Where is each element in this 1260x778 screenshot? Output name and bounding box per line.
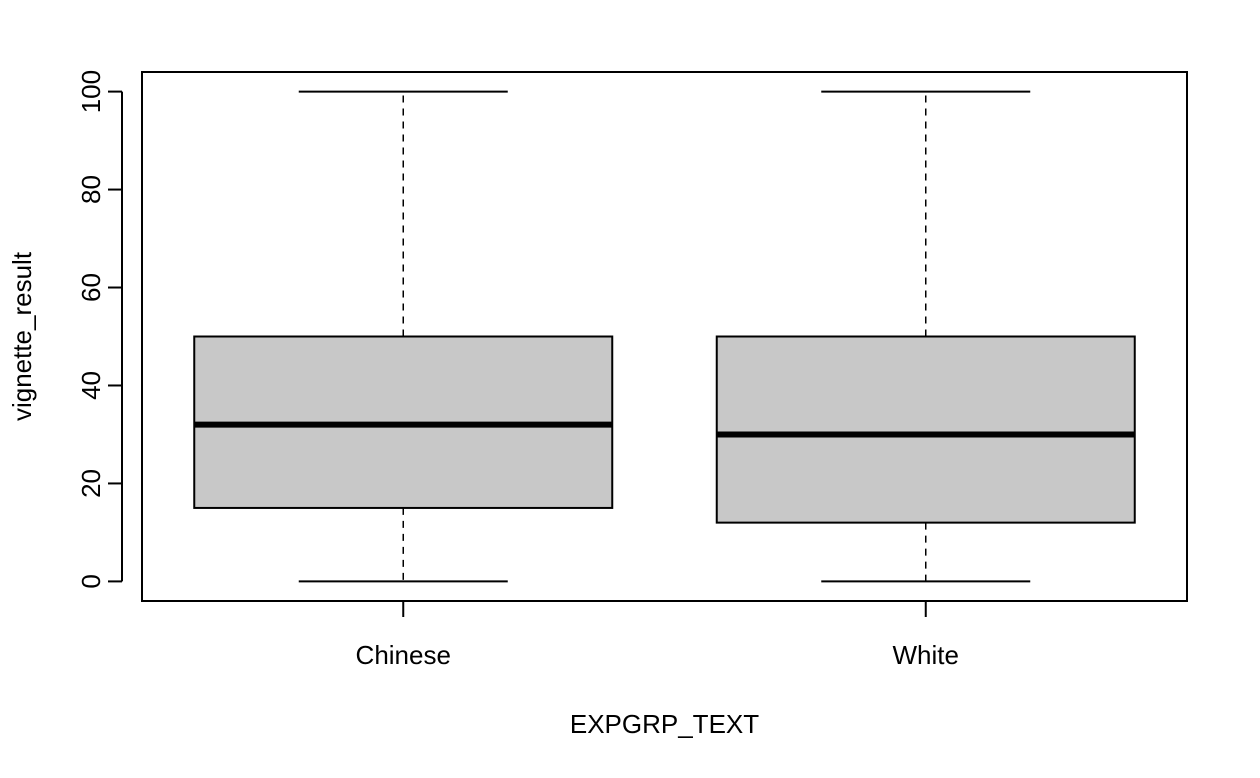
y-axis: 0 20 40 60 80 100 — [76, 70, 123, 589]
iqr-box-white — [715, 335, 1136, 524]
plot-frame — [141, 71, 1188, 602]
y-tick-label-20: 20 — [76, 469, 106, 498]
x-tick-label-white: White — [893, 640, 959, 670]
y-tick-label-100: 100 — [76, 70, 106, 113]
box-white — [715, 90, 1136, 583]
y-tick-label-0: 0 — [76, 574, 106, 588]
y-tick-label-60: 60 — [76, 273, 106, 302]
x-tick-label-chinese: Chinese — [356, 640, 451, 670]
boxes — [193, 90, 1136, 583]
x-axis: Chinese White — [356, 601, 959, 670]
y-tick-label-40: 40 — [76, 371, 106, 400]
box-chinese — [193, 90, 614, 583]
y-tick-label-80: 80 — [76, 175, 106, 204]
x-axis-title: EXPGRP_TEXT — [570, 709, 759, 739]
y-axis-title: vignette_result — [7, 251, 37, 421]
